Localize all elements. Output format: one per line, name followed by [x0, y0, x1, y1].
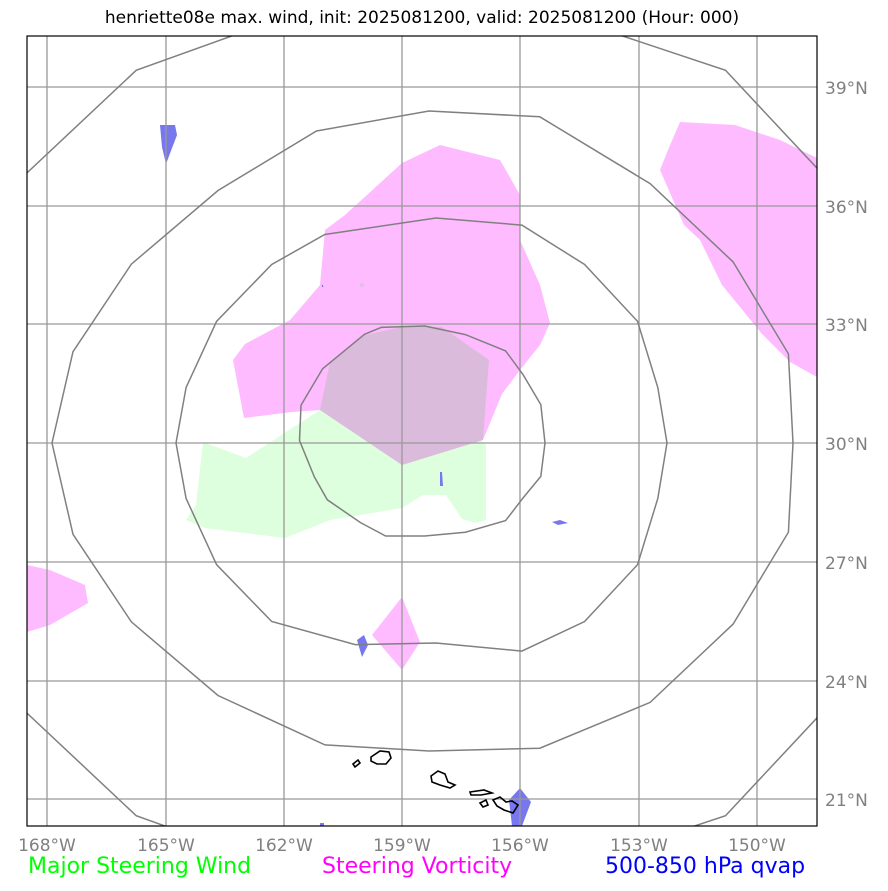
chart-title: henriette08e max. wind, init: 2025081200… — [104, 8, 740, 28]
island-kauai — [370, 750, 392, 765]
range-ring-1 — [298, 325, 546, 537]
qvap-patch-edge — [320, 823, 324, 826]
lat-label-39: 39°N — [825, 79, 868, 99]
lon-label-162: 162°W — [255, 836, 313, 856]
longitude-labels: 168°W 165°W 162°W 159°W 156°W 153°W 150°… — [18, 836, 786, 856]
tiny-marker — [360, 283, 364, 287]
hawaiian-islands — [351, 750, 520, 814]
lat-label-24: 24°N — [825, 673, 868, 693]
range-ring-3 — [51, 110, 794, 752]
qvap-patch-center — [440, 472, 443, 486]
lat-label-30: 30°N — [825, 435, 868, 455]
lat-label-27: 27°N — [825, 554, 868, 574]
range-ring-2 — [175, 217, 668, 652]
lon-label-153: 153°W — [610, 836, 668, 856]
plot-frame — [26, 35, 818, 827]
wind-vorticity-overlap-area — [320, 327, 489, 465]
steering-vorticity-area-east — [660, 122, 817, 377]
latitude-labels: 39°N 36°N 33°N 30°N 27°N 24°N 21°N — [825, 79, 868, 811]
lon-label-168: 168°W — [18, 836, 76, 856]
lon-label-165: 165°W — [137, 836, 195, 856]
lat-label-36: 36°N — [825, 198, 868, 218]
legend-steering-wind: Major Steering Wind — [28, 854, 252, 879]
lat-label-33: 33°N — [825, 316, 868, 336]
legend-steering-vorticity: Steering Vorticity — [322, 854, 513, 879]
lon-label-150: 150°W — [728, 836, 786, 856]
steering-vorticity-area-south — [372, 597, 420, 670]
steering-vorticity-area-west — [27, 565, 88, 632]
island-lanai — [478, 798, 490, 808]
island-maui — [491, 796, 520, 814]
qvap-patch-north — [160, 125, 177, 164]
island-niihau — [351, 758, 362, 769]
qvap-patch-east — [552, 520, 568, 525]
steering-wind-area — [186, 410, 486, 538]
legend-qvap: 500-850 hPa qvap — [605, 854, 806, 879]
range-rings — [27, 36, 817, 826]
lon-label-159: 159°W — [373, 836, 431, 856]
island-oahu — [430, 770, 457, 789]
lat-label-21: 21°N — [825, 791, 868, 811]
graticule — [27, 36, 817, 826]
lon-label-156: 156°W — [491, 836, 549, 856]
tiny-mark — [321, 284, 324, 288]
island-molokai — [468, 789, 495, 796]
qvap-patch-southwest — [357, 635, 368, 657]
